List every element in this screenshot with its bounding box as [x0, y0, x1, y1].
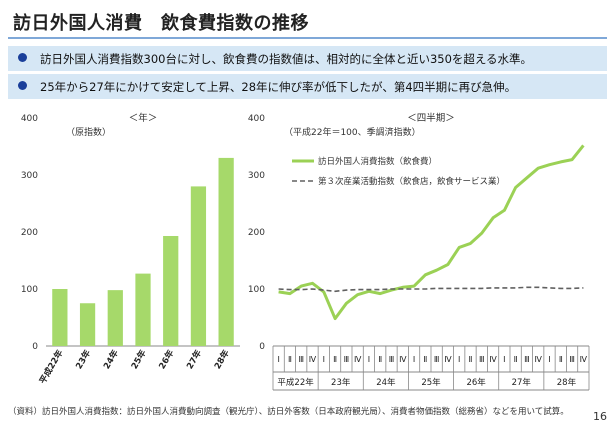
y-tick-label: 300: [21, 171, 38, 181]
series-line-1: [278, 144, 585, 321]
quarter-label: Ⅳ: [309, 355, 317, 364]
legend-label-series-1: 訪日外国人消費指数（飲食費）: [318, 156, 437, 167]
bullet-box-1: 訪日外国人消費指数300台に対し、飲食費の指数値は、相対的に全体と近い350を超…: [8, 46, 607, 71]
y-tick-label: 0: [259, 342, 265, 352]
quarter-label: Ⅱ: [514, 355, 518, 364]
x-tick-label: 27年: [184, 348, 204, 372]
chart-title-quarterly: ＜四半期＞: [407, 112, 455, 124]
footnote: （資料）訪日外国人消費指数：訪日外国人消費動向調査（観光庁）、訪日外客数（日本政…: [8, 407, 569, 417]
bar-27年: [190, 186, 207, 346]
series-line-2: [278, 286, 584, 293]
bar-24年: [107, 290, 123, 346]
quarter-label: Ⅳ: [535, 355, 543, 364]
year-label: 28年: [557, 377, 577, 388]
quarter-label: Ⅳ: [399, 355, 407, 364]
quarter-label: Ⅱ: [559, 355, 563, 364]
chart-subtitle-quarterly: （平成22年＝100、季調済指数）: [284, 126, 421, 138]
x-tick-label: 23年: [73, 348, 93, 372]
y-tick-label: 0: [32, 342, 38, 352]
x-tick-label: 24年: [101, 348, 121, 372]
page-title: 訪日外国人消費 飲食費指数の推移: [13, 13, 309, 34]
y-tick-label: 100: [248, 285, 265, 295]
chart-subtitle-annual: （原指数）: [66, 126, 111, 138]
title-rule: [8, 37, 607, 39]
quarter-label: Ⅲ: [298, 355, 304, 364]
quarter-label: Ⅰ: [323, 355, 325, 364]
quarter-label: Ⅲ: [434, 355, 440, 364]
quarter-label: Ⅳ: [489, 355, 497, 364]
year-label: 27年: [512, 377, 532, 388]
quarter-label: Ⅳ: [580, 355, 588, 364]
y-tick-label: 300: [248, 171, 265, 181]
quarter-label: Ⅲ: [389, 355, 395, 364]
bullet-box-2: 25年から27年にかけて安定して上昇、28年に伸び率が低下したが、第4四半期に再…: [8, 74, 607, 99]
bar-平成22年: [52, 289, 68, 346]
x-tick-label: 28年: [212, 348, 232, 372]
quarter-label: Ⅰ: [277, 355, 279, 364]
quarter-label: Ⅰ: [413, 355, 415, 364]
bullet-dot-icon: [18, 81, 27, 90]
x-tick-label: 平成22年: [37, 348, 65, 386]
quarter-label: Ⅱ: [469, 355, 473, 364]
legend-label-series-2: 第３次産業活動指数（飲食店，飲食サービス業）: [318, 176, 505, 187]
y-tick-label: 400: [248, 114, 265, 124]
x-tick-label: 25年: [129, 348, 149, 372]
quarter-label: Ⅳ: [444, 355, 452, 364]
quarter-label: Ⅲ: [479, 355, 485, 364]
quarter-label: Ⅱ: [288, 355, 292, 364]
y-tick-label: 400: [21, 114, 38, 124]
quarter-label: Ⅰ: [503, 355, 505, 364]
year-label: 平成22年: [277, 377, 314, 388]
quarter-label: Ⅱ: [378, 355, 382, 364]
bar-26年: [163, 235, 179, 346]
chart-title-annual: ＜年＞: [129, 112, 158, 124]
bar-28年: [218, 157, 234, 346]
year-label: 24年: [376, 377, 396, 388]
quarter-label: Ⅲ: [569, 355, 575, 364]
y-tick-label: 100: [21, 285, 38, 295]
year-label: 26年: [466, 377, 486, 388]
bar-23年: [79, 303, 96, 346]
year-label: 25年: [421, 377, 441, 388]
y-tick-label: 200: [21, 228, 38, 238]
bullet-text: 訪日外国人消費指数300台に対し、飲食費の指数値は、相対的に全体と近い350を超…: [40, 52, 533, 66]
quarter-label: Ⅲ: [524, 355, 530, 364]
quarter-label: Ⅱ: [333, 355, 337, 364]
bullet-text: 25年から27年にかけて安定して上昇、28年に伸び率が低下したが、第4四半期に再…: [40, 80, 517, 94]
bar-25年: [135, 273, 151, 346]
x-tick-label: 26年: [157, 348, 177, 372]
quarter-label: Ⅱ: [423, 355, 427, 364]
bullet-dot-icon: [18, 53, 27, 62]
quarter-label: Ⅲ: [344, 355, 350, 364]
y-tick-label: 200: [248, 228, 265, 238]
year-label: 23年: [331, 377, 351, 388]
quarter-label: Ⅰ: [368, 355, 370, 364]
quarter-label: Ⅰ: [548, 355, 550, 364]
page-number: 16: [593, 410, 607, 423]
quarter-label: Ⅰ: [458, 355, 460, 364]
quarter-label: Ⅳ: [354, 355, 362, 364]
